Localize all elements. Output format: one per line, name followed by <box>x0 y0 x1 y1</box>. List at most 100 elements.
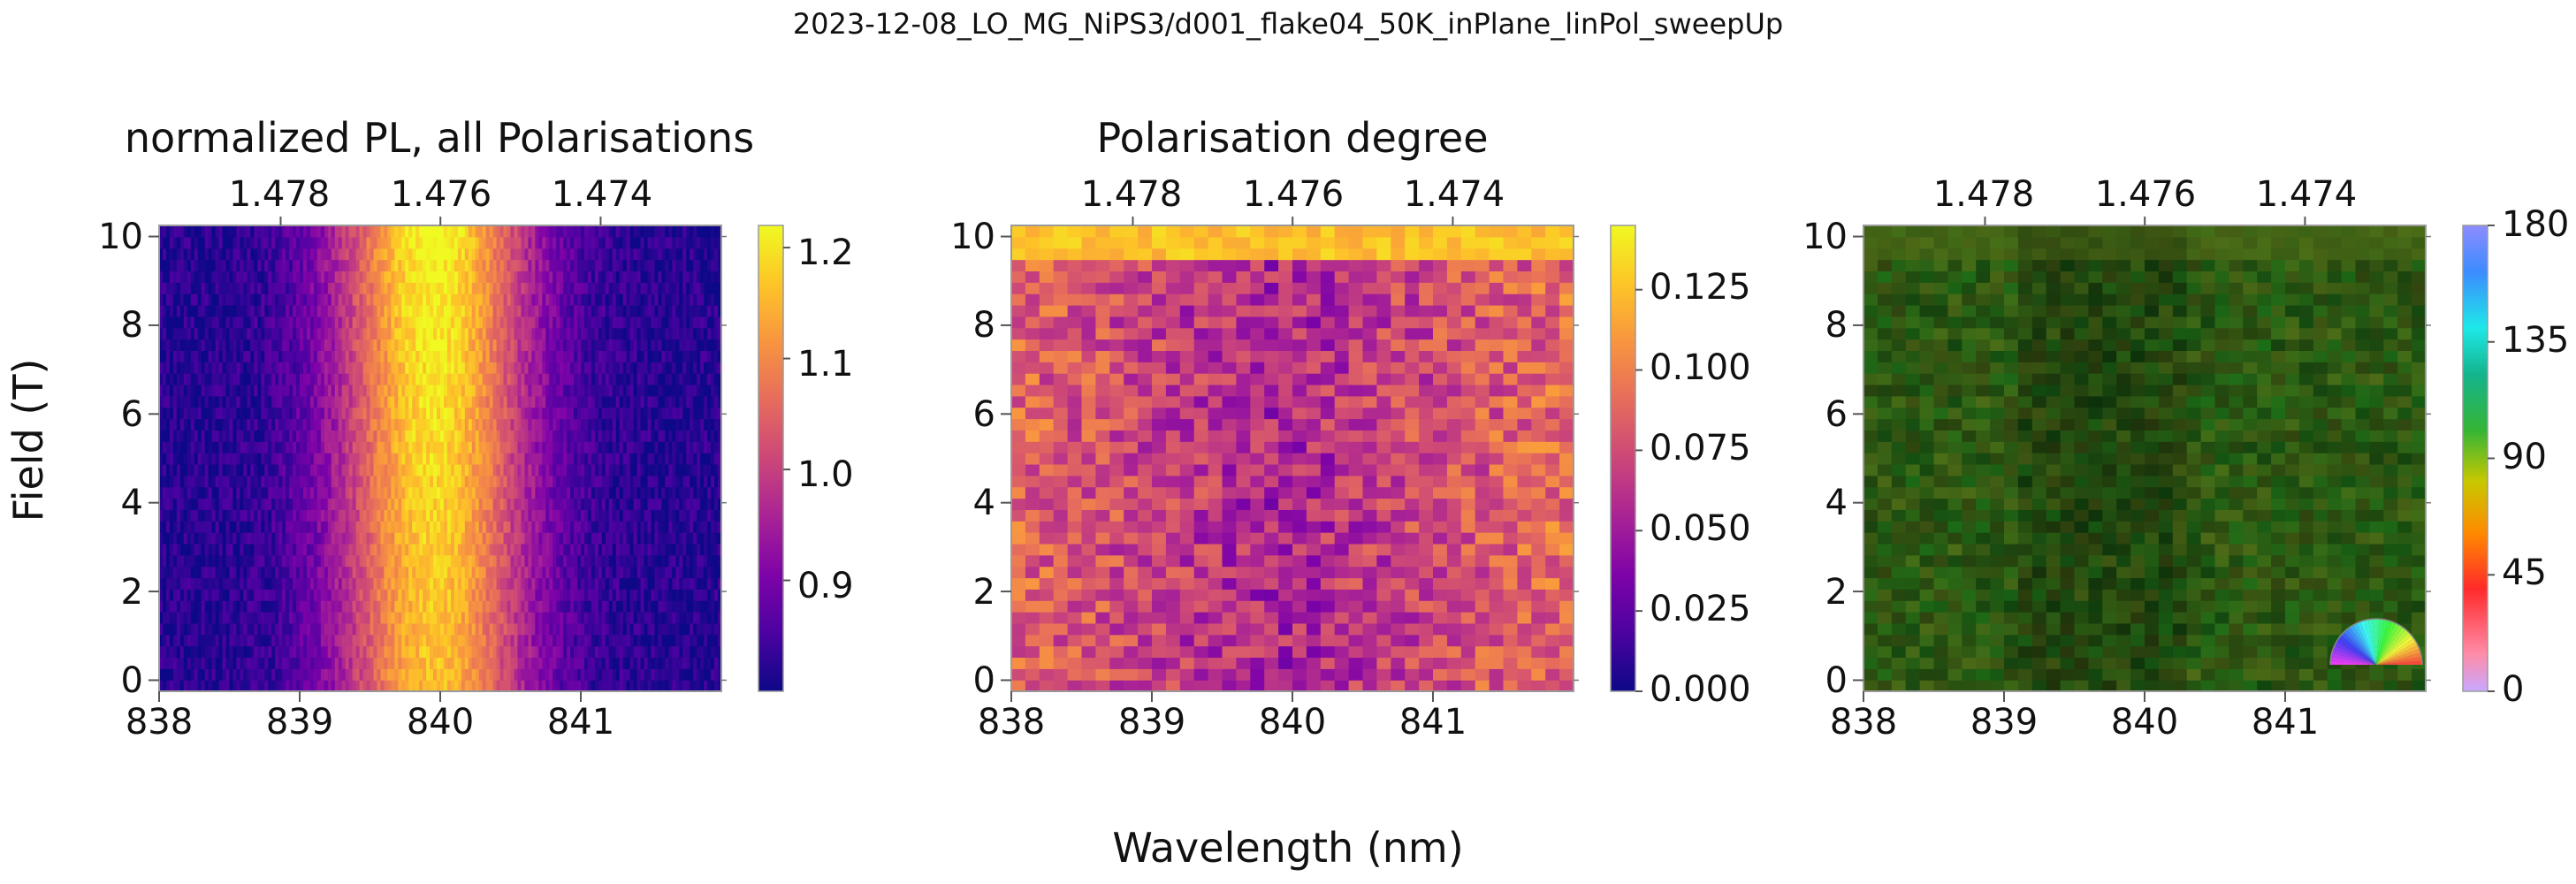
heatmap-cell <box>398 373 402 385</box>
heatmap-cell <box>633 384 638 397</box>
heatmap-cell <box>658 475 663 488</box>
heatmap-cell <box>250 600 255 613</box>
heatmap-cell <box>574 532 578 545</box>
heatmap-cell <box>426 645 431 659</box>
heatmap-cell <box>320 566 325 579</box>
heatmap-cell <box>218 475 224 488</box>
heatmap-cell <box>179 430 185 442</box>
heatmap-cell <box>598 350 603 362</box>
heatmap-cell <box>225 612 231 624</box>
heatmap-cell <box>574 498 578 510</box>
heatmap-cell <box>190 577 195 590</box>
heatmap-cell <box>254 418 258 431</box>
heatmap-cell <box>507 441 512 453</box>
heatmap-cell <box>377 362 382 374</box>
heatmap-cell <box>510 509 515 522</box>
heatmap-cell <box>229 486 234 499</box>
heatmap-cell <box>570 509 575 522</box>
heatmap-cell <box>626 554 631 568</box>
heatmap-cell <box>563 577 568 590</box>
heatmap-cell <box>690 418 694 431</box>
heatmap-cell <box>594 612 599 624</box>
heatmap-cell <box>380 622 385 636</box>
heatmap-cell <box>629 509 635 522</box>
heatmap-cell <box>492 407 498 420</box>
heatmap-cell <box>629 680 635 692</box>
heatmap-cell <box>440 622 445 636</box>
heatmap-cell <box>679 668 683 681</box>
heatmap-cell <box>686 407 690 420</box>
heatmap-cell <box>601 680 606 692</box>
heatmap-cell <box>341 521 347 533</box>
heatmap-cell <box>622 657 628 669</box>
heatmap-cell <box>517 407 522 420</box>
heatmap-cell <box>261 577 265 590</box>
heatmap-cell <box>348 680 354 692</box>
heatmap-cell <box>394 668 399 681</box>
heatmap-cell <box>172 453 178 465</box>
heatmap-cell <box>560 634 564 647</box>
heatmap-cell <box>567 577 571 590</box>
heatmap-cell <box>665 509 669 522</box>
heatmap-cell <box>320 680 325 692</box>
heatmap-cell <box>286 600 290 613</box>
heatmap-cell <box>517 395 522 408</box>
heatmap-cell <box>693 543 697 556</box>
heatmap-cell <box>264 645 269 659</box>
heatmap-cell <box>296 362 301 374</box>
heatmap-cell <box>563 453 568 465</box>
heatmap-cell <box>686 622 690 636</box>
heatmap-cell <box>204 634 210 647</box>
heatmap-cell <box>162 475 167 488</box>
heatmap-cell <box>398 475 402 488</box>
heatmap-cell <box>629 384 635 397</box>
heatmap-cell <box>471 350 476 362</box>
heatmap-cell <box>499 373 505 385</box>
heatmap-cell <box>665 418 669 431</box>
heatmap-cell <box>711 589 715 601</box>
heatmap-cell <box>503 441 508 453</box>
heatmap-cell <box>570 543 575 556</box>
heatmap-cell <box>391 532 395 545</box>
heatmap-cell <box>324 339 329 351</box>
heatmap-cell <box>373 577 378 590</box>
heatmap-cell <box>654 362 659 374</box>
heatmap-cell <box>542 680 546 692</box>
heatmap-cell <box>697 543 701 556</box>
heatmap-cell <box>401 668 406 681</box>
heatmap-cell <box>384 634 388 647</box>
heatmap-cell <box>542 543 546 556</box>
heatmap-cell <box>208 589 213 601</box>
heatmap-cell <box>179 521 185 533</box>
heatmap-cell <box>341 645 347 659</box>
heatmap-cell <box>293 532 297 545</box>
heatmap-cell <box>320 577 325 590</box>
heatmap-cell <box>211 668 217 681</box>
heatmap-cell <box>316 600 322 613</box>
heatmap-cell <box>215 622 220 636</box>
heatmap-cell <box>391 475 395 488</box>
heatmap-cell <box>690 430 694 442</box>
heatmap-cell <box>419 362 423 374</box>
heatmap-cell <box>324 395 329 408</box>
heatmap-cell <box>485 395 491 408</box>
heatmap-cell <box>633 543 638 556</box>
heatmap-cell <box>492 441 498 453</box>
heatmap-cell <box>232 577 238 590</box>
heatmap-cell <box>408 430 413 442</box>
heatmap-cell <box>647 543 652 556</box>
heatmap-cell <box>366 600 371 613</box>
heatmap-cell <box>306 532 311 545</box>
heatmap-cell <box>415 362 420 374</box>
heatmap-cell <box>471 418 476 431</box>
heatmap-cell <box>430 475 434 488</box>
heatmap-cell <box>236 395 241 408</box>
heatmap-cell <box>169 453 174 465</box>
heatmap-cell <box>478 543 484 556</box>
heatmap-cell <box>591 589 596 601</box>
heatmap-cell <box>165 453 171 465</box>
heatmap-cell <box>278 577 283 590</box>
heatmap-cell <box>222 543 227 556</box>
heatmap-cell <box>714 373 719 385</box>
heatmap-cell <box>587 498 592 510</box>
